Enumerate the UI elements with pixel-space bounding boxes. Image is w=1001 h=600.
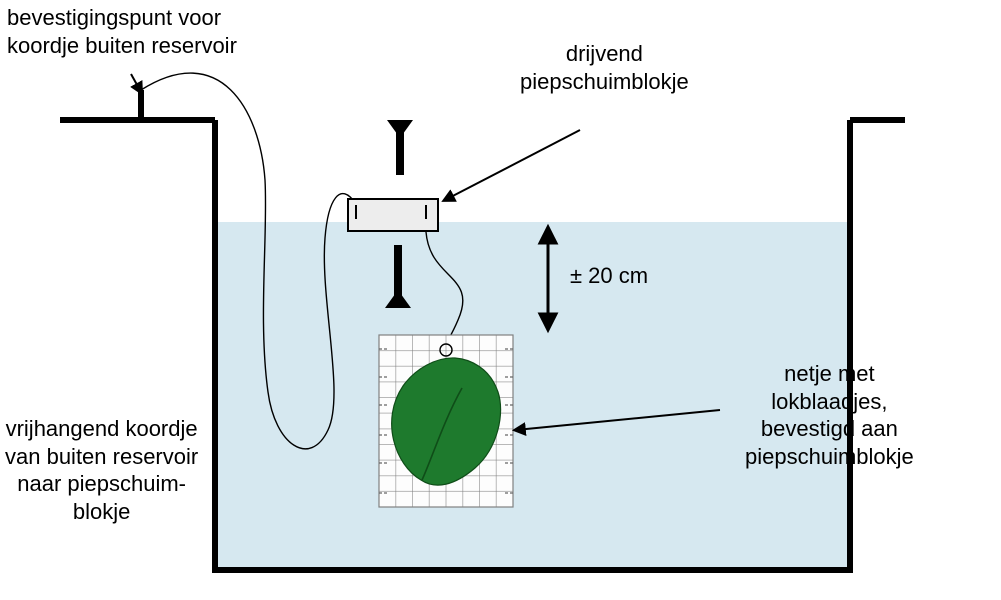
pointer-anchor [131,74,141,92]
label-mesh: netje met lokblaadjes, bevestigd aan pie… [745,360,914,470]
label-cord: vrijhangend koordje van buiten reservoir… [5,415,198,525]
pointer-float [445,130,580,200]
label-anchor: bevestigingspunt voor koordje buiten res… [7,4,237,59]
float-block [348,199,438,231]
label-dim: ± 20 cm [570,262,648,290]
arrow-up-head [387,120,413,138]
label-float: drijvend piepschuimblokje [520,40,689,95]
